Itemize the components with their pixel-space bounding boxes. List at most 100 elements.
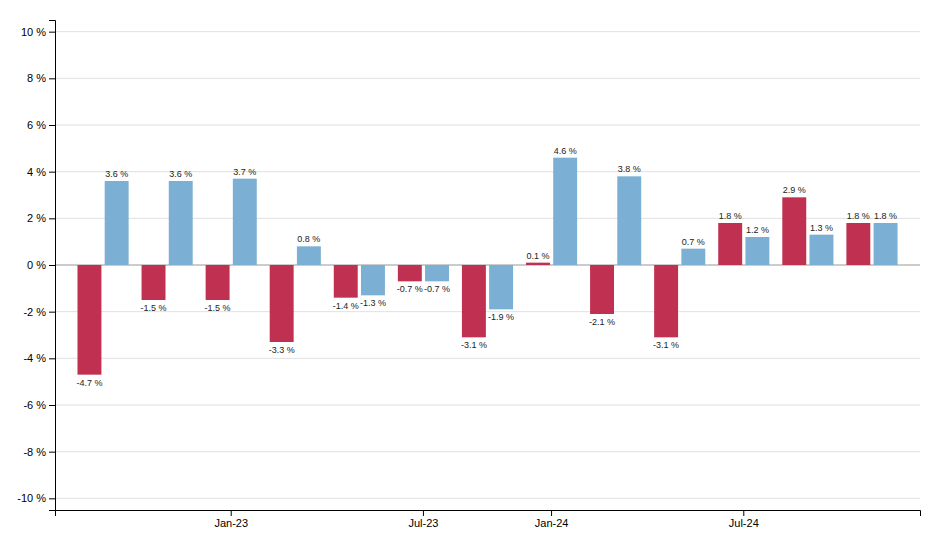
bar [361, 265, 385, 295]
y-tick-label: 2 % [27, 212, 46, 224]
x-tick-label: Jul-23 [408, 517, 438, 529]
bar [846, 223, 870, 265]
data-label: 2.9 % [783, 185, 806, 195]
data-label: -1.4 % [333, 301, 359, 311]
bar [489, 265, 513, 309]
bar [169, 181, 193, 265]
bar [654, 265, 678, 337]
data-label: 0.8 % [297, 234, 320, 244]
y-tick: -2 % [23, 306, 55, 318]
data-label: 3.6 % [169, 169, 192, 179]
y-tick-label: -4 % [23, 352, 46, 364]
bar [553, 158, 577, 265]
bar [206, 265, 230, 300]
bar [590, 265, 614, 314]
bar [462, 265, 486, 337]
y-tick-mark [49, 498, 55, 499]
y-tick-label: -6 % [23, 399, 46, 411]
grid [55, 32, 920, 499]
y-tick: 10 % [21, 26, 55, 38]
y-tick: -10 % [17, 492, 55, 504]
bar [334, 265, 358, 298]
data-label: 0.1 % [526, 251, 549, 261]
x-tick-mark [743, 510, 744, 516]
y-axis-line [49, 21, 56, 511]
y-tick-mark [49, 125, 55, 126]
y-tick: 6 % [27, 119, 55, 131]
grid-line [55, 405, 920, 406]
y-tick: -4 % [23, 352, 55, 364]
x-tick-mark [551, 510, 552, 516]
y-tick-mark [49, 32, 55, 33]
data-label: -2.1 % [589, 317, 615, 327]
series [77, 197, 870, 374]
y-tick-mark [49, 218, 55, 219]
data-label: 3.7 % [233, 167, 256, 177]
y-tick-mark [49, 265, 55, 266]
bar [617, 176, 641, 265]
x-axis-line [56, 511, 921, 517]
x-tick-label: Jul-24 [729, 517, 759, 529]
y-tick: 0 % [27, 259, 55, 271]
y-tick: -8 % [23, 446, 55, 458]
data-label: -3.1 % [653, 340, 679, 350]
x-tick: Jan-24 [535, 510, 569, 529]
grid-line [55, 451, 920, 452]
bar [810, 235, 834, 265]
y-tick-label: 4 % [27, 166, 46, 178]
y-tick: -6 % [23, 399, 55, 411]
bar [142, 265, 166, 300]
data-label: -3.1 % [461, 340, 487, 350]
grid-line [55, 358, 920, 359]
bars [77, 158, 897, 375]
y-tick-label: -2 % [23, 306, 46, 318]
chart: -4.7 % -1.5 % -1.5 % -3.3 % -1.4 % -0.7 % -3.1… [0, 0, 940, 550]
data-label: 0.7 % [682, 237, 705, 247]
bar [425, 265, 449, 281]
y-tick-label: -10 % [17, 492, 46, 504]
bar [77, 265, 101, 375]
y-tick-mark [49, 312, 55, 313]
data-label: -1.5 % [205, 303, 231, 313]
x-tick-label: Jan-23 [214, 517, 248, 529]
bar [681, 249, 705, 265]
y-axis: -10 % -8 % -6 % -4 % -2 % 0 % 2 % 4 % 6 % 8 % 10 % [17, 21, 55, 511]
grid-line [55, 498, 920, 499]
x-tick: Jul-23 [408, 510, 438, 529]
grid-line [55, 78, 920, 79]
grid-line [55, 125, 920, 126]
y-tick-label: 0 % [27, 259, 46, 271]
data-label: -0.7 % [397, 284, 423, 294]
data-label: 1.8 % [874, 211, 897, 221]
bar [874, 223, 898, 265]
bar [398, 265, 422, 281]
data-label: 1.8 % [847, 211, 870, 221]
bar [233, 179, 257, 265]
x-tick-label: Jan-24 [535, 517, 569, 529]
bar [718, 223, 742, 265]
data-label: -1.5 % [141, 303, 167, 313]
bar [270, 265, 294, 342]
grid-line [55, 31, 920, 32]
x-tick-mark [423, 510, 424, 516]
series [105, 158, 898, 310]
data-label: 3.8 % [618, 164, 641, 174]
data-label: -3.3 % [269, 345, 295, 355]
y-tick-label: 10 % [21, 26, 46, 38]
plot: -4.7 % -1.5 % -1.5 % -3.3 % -1.4 % -0.7 % -3.1… [17, 21, 920, 529]
y-tick-mark [49, 452, 55, 453]
y-tick-label: 8 % [27, 72, 46, 84]
y-tick-mark [49, 405, 55, 406]
bar [782, 197, 806, 265]
data-label: 1.2 % [746, 225, 769, 235]
y-tick-mark [49, 358, 55, 359]
y-tick: 2 % [27, 212, 55, 224]
data-label: -4.7 % [76, 378, 102, 388]
data-label: 4.6 % [554, 146, 577, 156]
x-tick: Jan-23 [214, 510, 248, 529]
data-label: 3.6 % [105, 169, 128, 179]
y-tick-label: -8 % [23, 446, 46, 458]
data-label: -1.9 % [488, 312, 514, 322]
bar [745, 237, 769, 265]
data-label: -1.3 % [360, 298, 386, 308]
